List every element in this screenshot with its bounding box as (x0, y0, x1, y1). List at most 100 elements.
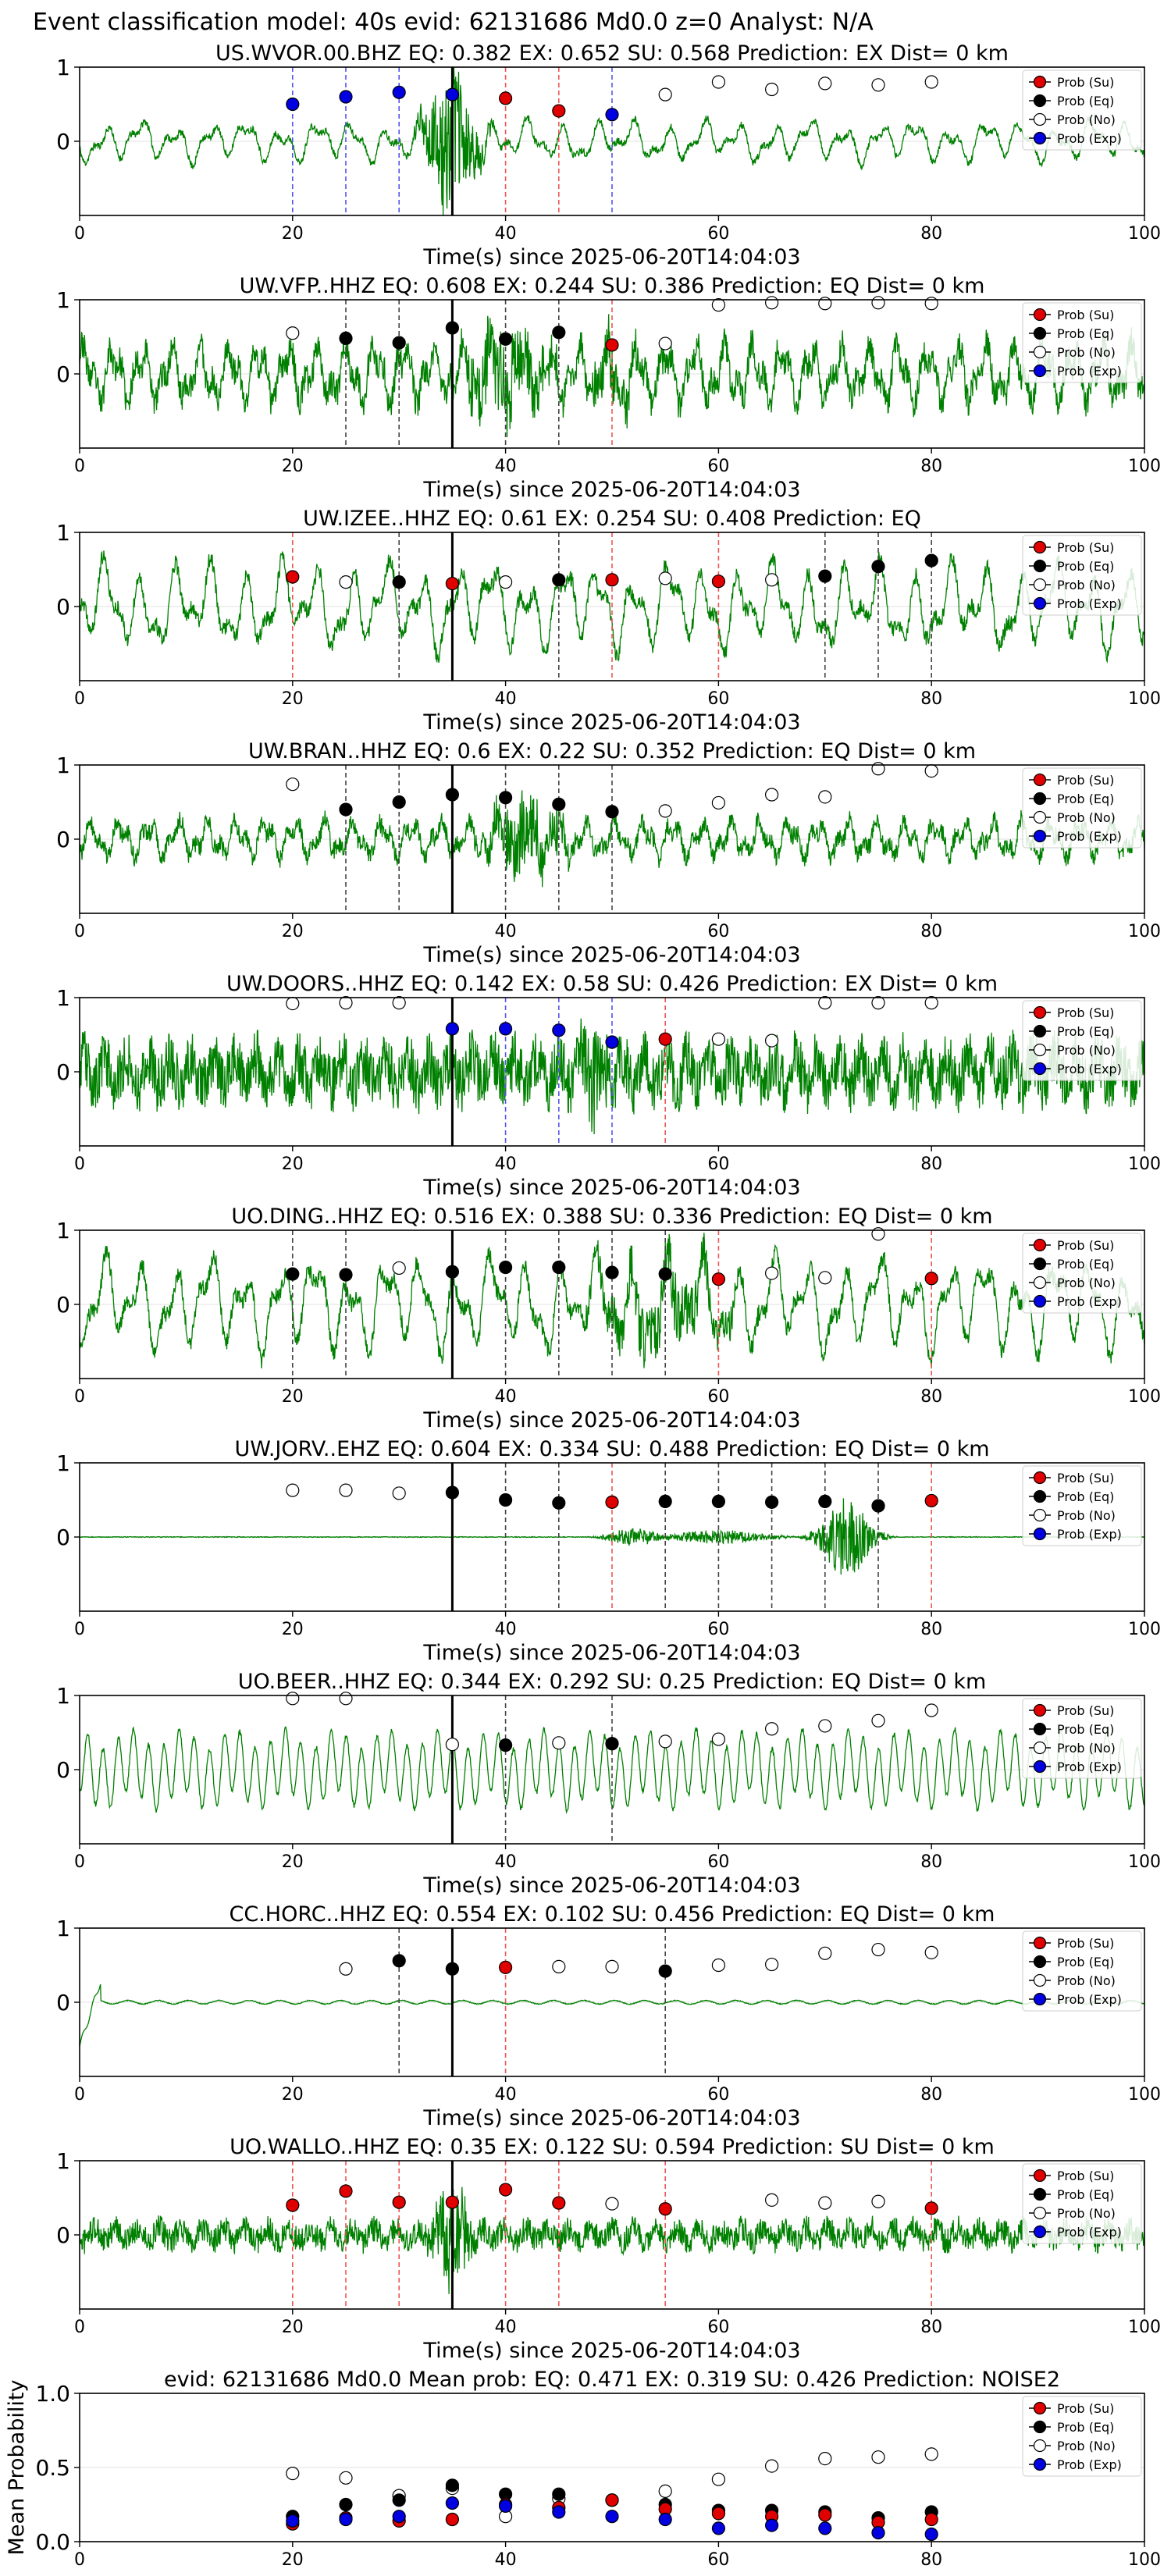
prob-marker-no (818, 1271, 832, 1285)
mean-point-exp (552, 2505, 566, 2519)
x-axis-label: Time(s) since 2025-06-20T14:04:03 (422, 1176, 800, 1200)
legend-label-exp: Prob (Exp) (1057, 1992, 1122, 2007)
prob-marker-no (764, 296, 779, 310)
station-panel-1: US.WVOR.00.BHZ EQ: 0.382 EX: 0.652 SU: 0… (56, 41, 1161, 269)
prob-marker-su (498, 91, 513, 105)
prob-marker-no (764, 1034, 779, 1048)
legend-marker-su (1033, 75, 1047, 89)
legend-label-exp: Prob (Exp) (1057, 2457, 1122, 2472)
legend-label-su: Prob (Su) (1057, 75, 1114, 90)
legend-marker-no (1033, 2206, 1047, 2220)
prob-marker-no (658, 571, 672, 585)
prob-marker-no (339, 996, 353, 1010)
prob-marker-eq (392, 336, 406, 350)
legend-label-eq: Prob (Eq) (1057, 326, 1114, 341)
mean-point-no (924, 2447, 938, 2461)
prob-marker-no (818, 996, 832, 1010)
prob-marker-eq (658, 1267, 672, 1281)
mean-point-no (286, 2467, 300, 2481)
prob-marker-eq (286, 1267, 300, 1281)
prob-marker-su (392, 2195, 406, 2209)
prob-marker-eq (552, 573, 566, 587)
prob-marker-su (711, 1272, 726, 1286)
prob-marker-no (818, 1719, 832, 1733)
prob-marker-su (658, 2202, 672, 2216)
prob-marker-su (445, 576, 460, 591)
prob-marker-eq (339, 1268, 353, 1282)
mean-point-exp (605, 2510, 619, 2524)
mean-point-no (764, 2459, 779, 2473)
legend-label-eq: Prob (Eq) (1057, 2187, 1114, 2202)
prob-marker-eq (392, 1954, 406, 1968)
legend-label-exp: Prob (Exp) (1057, 1759, 1122, 1774)
legend-marker-exp (1033, 1759, 1047, 1774)
x-tick-label: 20 (282, 689, 304, 709)
prob-marker-su (552, 104, 566, 118)
prob-marker-no (711, 1032, 726, 1046)
prob-marker-eq (871, 560, 885, 574)
legend-label-su: Prob (Su) (1057, 308, 1114, 322)
prob-marker-exp (445, 1022, 460, 1036)
legend-box (1022, 1465, 1142, 1546)
legend-marker-su (1033, 1005, 1047, 1019)
x-tick-label: 0 (74, 2318, 85, 2337)
prob-marker-no (871, 996, 885, 1010)
x-tick-label: 40 (495, 1620, 517, 1639)
legend-label-no: Prob (No) (1057, 2206, 1116, 2221)
x-tick-label: 80 (920, 457, 942, 476)
station-panel-4: UW.BRAN..HHZ EQ: 0.6 EX: 0.22 SU: 0.352 … (56, 739, 1161, 967)
legend-label-exp: Prob (Exp) (1057, 1294, 1122, 1309)
prob-marker-eq (818, 569, 832, 583)
waveform-trace (80, 1018, 1144, 1135)
prob-marker-eq (711, 1494, 726, 1509)
x-tick-label: 60 (707, 2550, 729, 2570)
legend-label-exp: Prob (Exp) (1057, 364, 1122, 379)
prob-marker-no (658, 804, 672, 818)
x-tick-label: 60 (707, 1852, 729, 1872)
x-axis-label: Time(s) since 2025-06-20T14:04:03 (422, 1641, 800, 1665)
y-tick-label: 1 (56, 1916, 70, 1941)
prob-marker-exp (339, 90, 353, 104)
x-tick-label: 100 (1128, 2550, 1161, 2570)
prob-marker-no (498, 575, 513, 589)
prob-marker-su (605, 338, 619, 352)
legend-label-eq: Prob (Eq) (1057, 1955, 1114, 1969)
legend-marker-no (1033, 112, 1047, 126)
legend-marker-eq (1033, 326, 1047, 340)
x-tick-label: 80 (920, 1620, 942, 1639)
legend-label-no: Prob (No) (1057, 1508, 1116, 1523)
legend-label-su: Prob (Su) (1057, 1703, 1114, 1718)
prob-marker-no (924, 75, 938, 89)
legend-marker-su (1033, 1238, 1047, 1252)
mean-point-no (818, 2452, 832, 2466)
x-axis-label: Time(s) since 2025-06-20T14:04:03 (422, 1873, 800, 1898)
mean-point-exp (445, 2496, 460, 2510)
mean-point-exp (658, 2512, 672, 2527)
legend-marker-exp (1033, 131, 1047, 145)
mean-point-eq (552, 2487, 566, 2501)
legend-marker-no (1033, 2439, 1047, 2453)
waveform-trace (80, 2186, 1144, 2294)
station-panel-5: UW.DOORS..HHZ EQ: 0.142 EX: 0.58 SU: 0.4… (56, 972, 1161, 1200)
prob-marker-no (339, 1692, 353, 1706)
prob-marker-exp (605, 1035, 619, 1049)
prob-marker-no (818, 1946, 832, 1960)
x-tick-label: 100 (1128, 1387, 1161, 1407)
legend-marker-no (1033, 1508, 1047, 1522)
y-axis-label: Mean Probability (5, 2380, 29, 2556)
legend-marker-eq (1033, 559, 1047, 573)
mean-point-exp (711, 2521, 726, 2535)
prob-marker-no (764, 1722, 779, 1736)
mean-point-no (871, 2450, 885, 2464)
mean-point-su (605, 2493, 619, 2507)
x-tick-label: 40 (495, 1155, 517, 1174)
prob-marker-exp (498, 1022, 513, 1036)
waveform-trace (80, 1984, 1144, 2048)
mean-point-eq (392, 2493, 406, 2507)
prob-marker-eq (552, 1260, 566, 1275)
prob-marker-su (286, 570, 300, 584)
mean-probability-panel: evid: 62131686 Md0.0 Mean prob: EQ: 0.47… (5, 2368, 1161, 2570)
legend-marker-exp (1033, 2457, 1047, 2471)
prob-marker-no (764, 1957, 779, 1972)
x-tick-label: 0 (74, 1620, 85, 1639)
